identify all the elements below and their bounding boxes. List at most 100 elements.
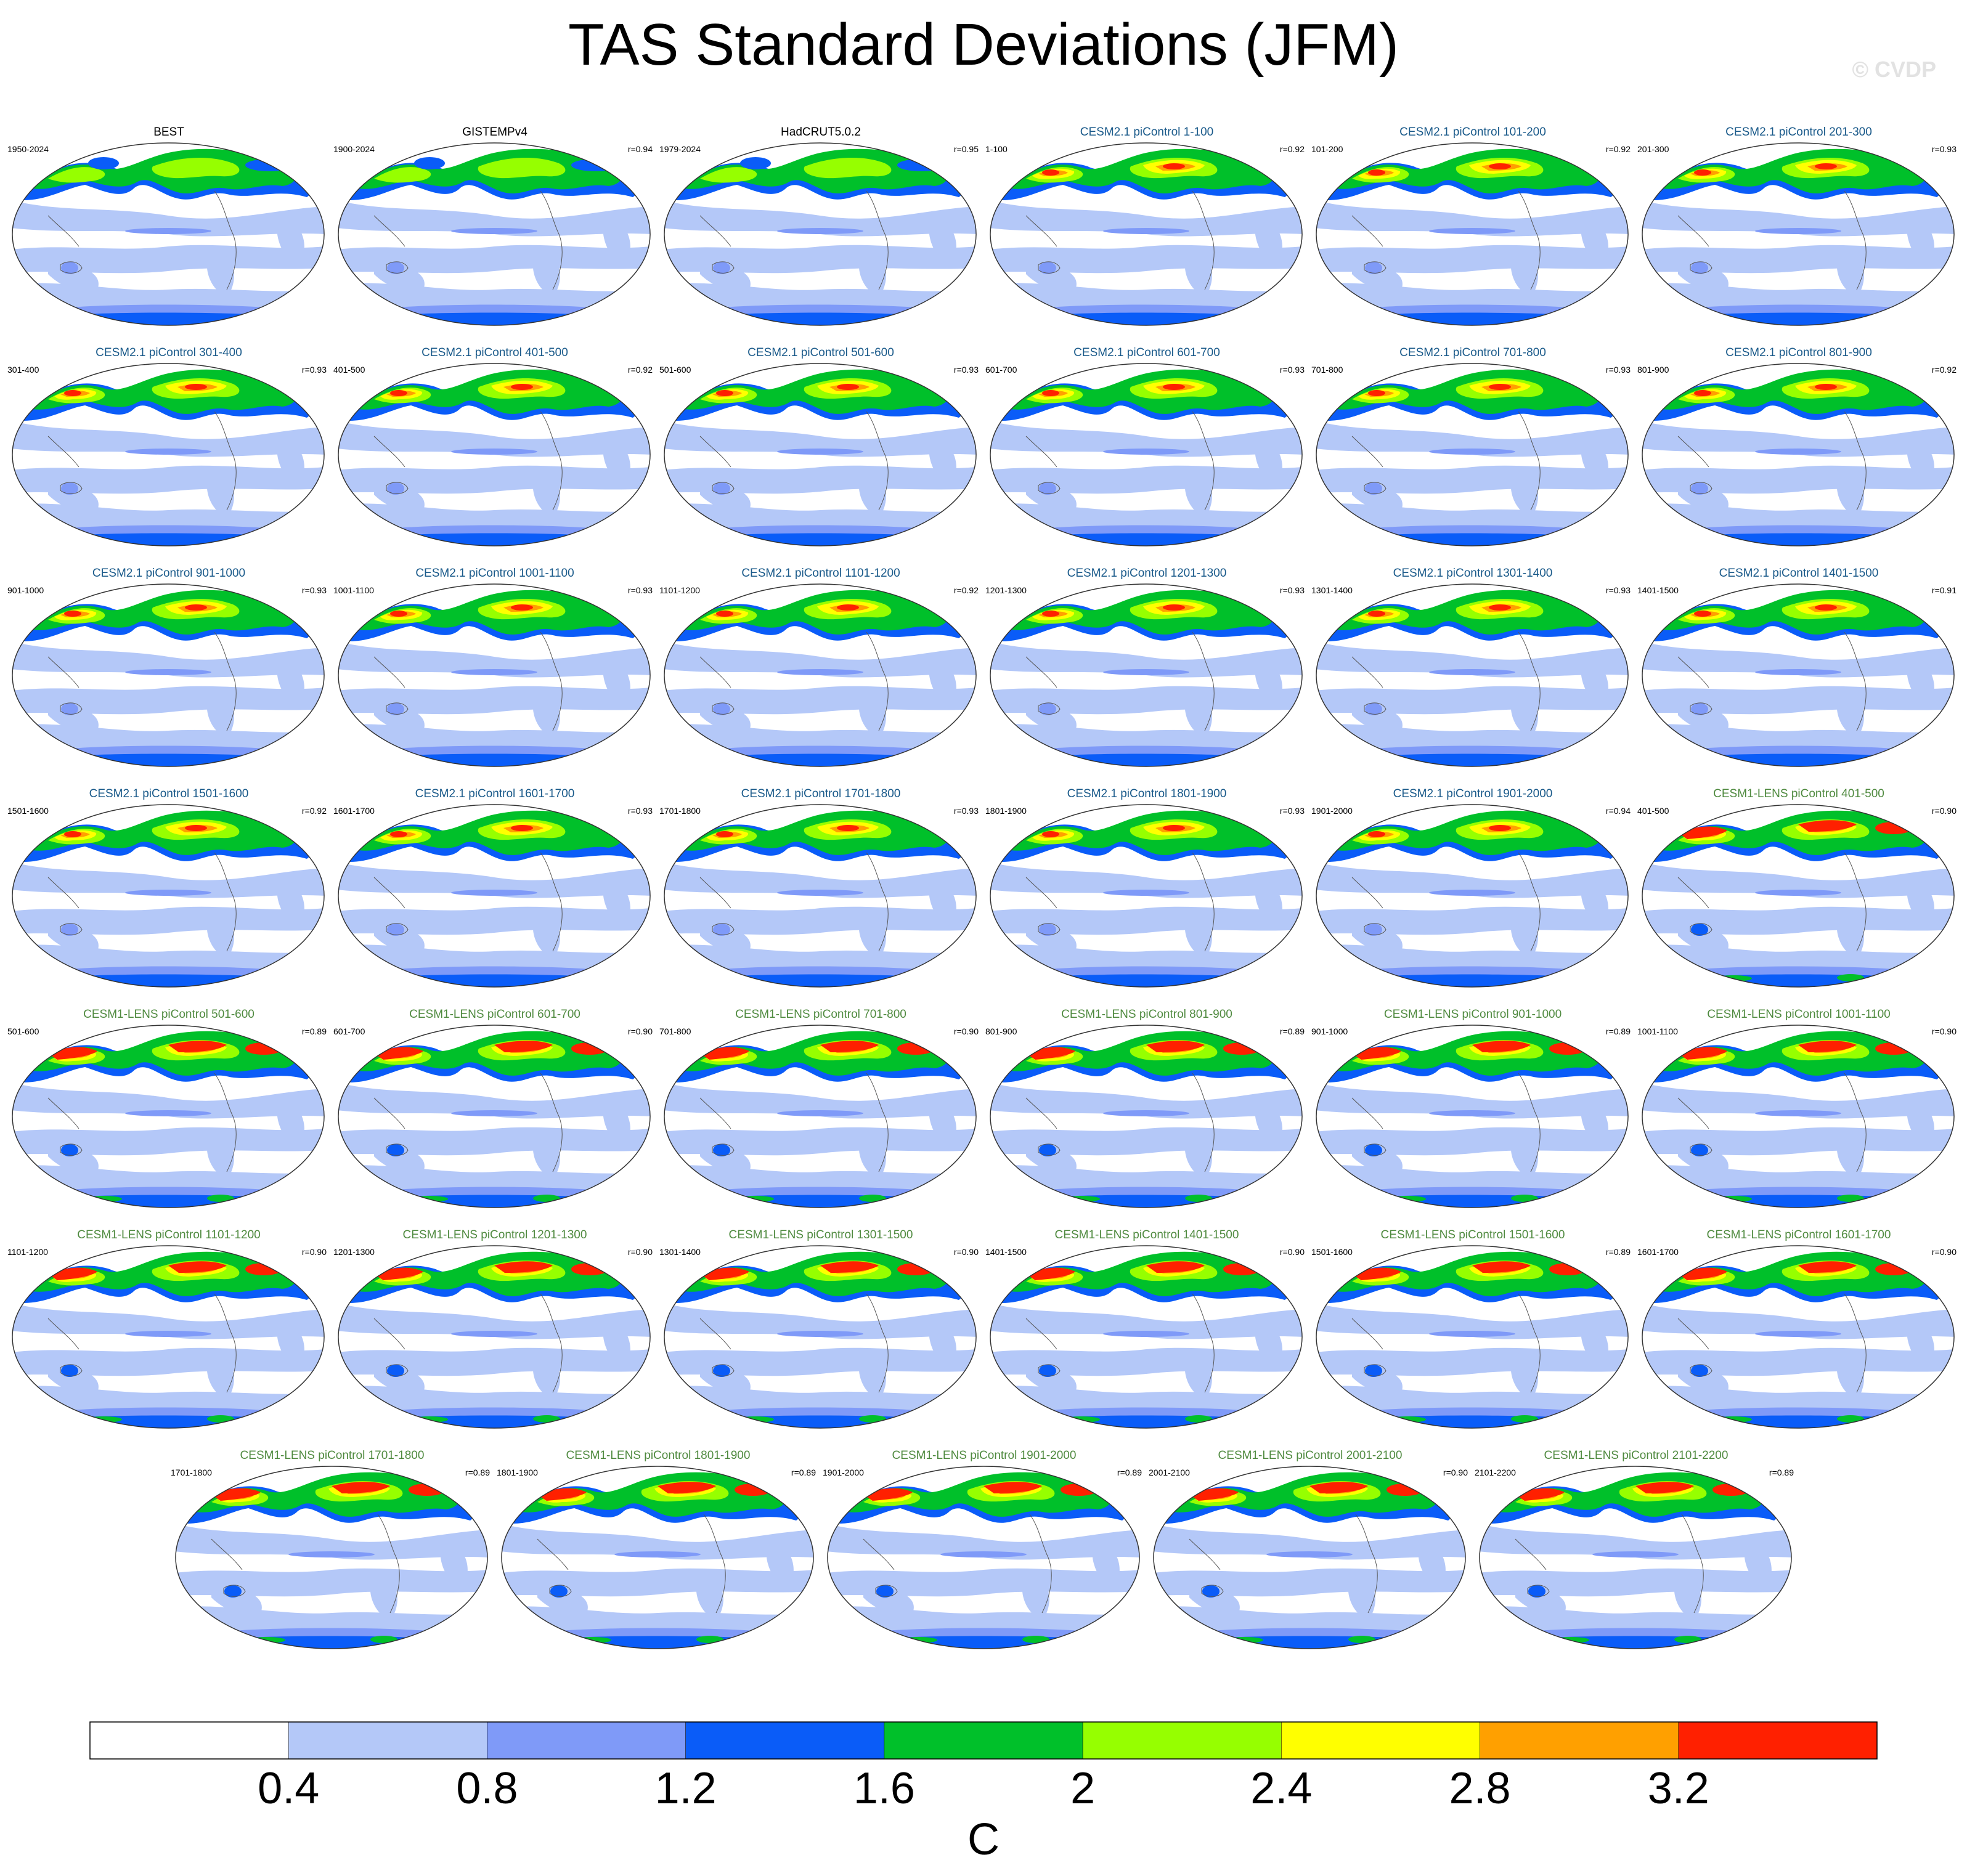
- panel-years: 1-100: [985, 144, 1008, 154]
- global-map: [501, 1466, 814, 1649]
- panel-title: CESM2.1 piControl 901-1000: [92, 567, 246, 580]
- colorbar-segment: [1480, 1721, 1679, 1760]
- map-panel: CESM2.1 piControl 1701-1800 1701-1800 r=0.…: [658, 787, 984, 1005]
- map-panel: CESM1-LENS piControl 1201-1300 1201-1300 r…: [332, 1228, 658, 1447]
- panel-pattern-correlation: r=0.92: [953, 585, 979, 595]
- global-map: [338, 142, 651, 326]
- panel-title: CESM1-LENS piControl 1601-1700: [1706, 1228, 1891, 1241]
- panel-years: 901-1000: [1311, 1026, 1348, 1036]
- panel-years: 601-700: [333, 1026, 365, 1036]
- colorbar-segment: [1678, 1721, 1878, 1760]
- colorbar-segment: [487, 1721, 686, 1760]
- panel-pattern-correlation: r=0.93: [1605, 585, 1631, 595]
- global-map: [1316, 804, 1629, 988]
- global-map: [664, 1245, 977, 1429]
- map-panel: CESM2.1 piControl 701-800 701-800 r=0.93: [1310, 346, 1635, 564]
- global-map: [338, 1245, 651, 1429]
- panel-title: CESM1-LENS piControl 1101-1200: [77, 1228, 261, 1241]
- global-map: [990, 363, 1303, 546]
- map-panel: CESM1-LENS piControl 701-800 701-800 r=0.9…: [658, 1008, 984, 1226]
- global-map: [12, 1245, 325, 1429]
- global-map: [12, 804, 325, 988]
- panel-title: CESM2.1 piControl 801-900: [1725, 346, 1872, 359]
- panel-years: 1701-1800: [171, 1468, 212, 1477]
- global-map: [990, 1245, 1303, 1429]
- panel-years: 1701-1800: [659, 806, 701, 816]
- panel-years: 501-600: [659, 365, 691, 375]
- panel-pattern-correlation: r=0.90: [1443, 1468, 1468, 1477]
- panel-title: CESM2.1 piControl 601-700: [1073, 346, 1220, 359]
- panel-pattern-correlation: r=0.90: [953, 1026, 979, 1036]
- panel-years: 1901-2000: [823, 1468, 864, 1477]
- panel-title: CESM1-LENS piControl 1201-1300: [402, 1228, 587, 1241]
- map-panel: CESM1-LENS piControl 901-1000 901-1000 r=0…: [1310, 1008, 1635, 1226]
- panel-years: 1101-1200: [7, 1247, 48, 1257]
- panel-title: CESM2.1 piControl 501-600: [747, 346, 894, 359]
- map-panel: GISTEMPv4 1900-2024 r=0.94: [332, 126, 658, 344]
- colorbar-segment: [288, 1721, 487, 1760]
- colorbar-tick-label: 1.6: [853, 1764, 915, 1813]
- global-map: [175, 1466, 488, 1649]
- panel-pattern-correlation: r=0.93: [627, 806, 653, 816]
- panel-years: 501-600: [7, 1026, 39, 1036]
- global-map: [1316, 583, 1629, 767]
- panel-pattern-correlation: r=0.91: [1931, 585, 1957, 595]
- panel-title: CESM2.1 piControl 101-200: [1399, 126, 1546, 139]
- map-panel: CESM2.1 piControl 501-600 501-600 r=0.93: [658, 346, 984, 564]
- global-map: [1642, 1025, 1955, 1208]
- panel-years: 1201-1300: [985, 585, 1027, 595]
- global-map: [1479, 1466, 1792, 1649]
- panel-pattern-correlation: r=0.93: [1279, 806, 1305, 816]
- panel-years: 401-500: [333, 365, 365, 375]
- map-panel: CESM2.1 piControl 1001-1100 1001-1100 r=0.…: [332, 567, 658, 785]
- panel-pattern-correlation: r=0.93: [1605, 365, 1631, 375]
- panel-title: CESM1-LENS piControl 1901-2000: [892, 1449, 1077, 1462]
- global-map: [664, 1025, 977, 1208]
- panel-pattern-correlation: r=0.89: [1605, 1247, 1631, 1257]
- map-panel: CESM2.1 piControl 301-400 301-400 r=0.93: [6, 346, 332, 564]
- global-map: [990, 804, 1303, 988]
- map-panel: CESM2.1 piControl 1501-1600 1501-1600 r=0.…: [6, 787, 332, 1005]
- panel-years: 1201-1300: [333, 1247, 375, 1257]
- panel-years: 801-900: [1637, 365, 1669, 375]
- panel-years: 301-400: [7, 365, 39, 375]
- colorbar-segment: [89, 1721, 289, 1760]
- colorbar-segment: [1281, 1721, 1480, 1760]
- panel-pattern-correlation: r=0.90: [1279, 1247, 1305, 1257]
- global-map: [1642, 1245, 1955, 1429]
- map-panel: CESM2.1 piControl 1201-1300 1201-1300 r=0.…: [984, 567, 1309, 785]
- panel-title: CESM2.1 piControl 1701-1800: [741, 787, 901, 800]
- panel-pattern-correlation: r=0.93: [627, 585, 653, 595]
- panel-title: CESM2.1 piControl 701-800: [1399, 346, 1546, 359]
- map-panel: CESM1-LENS piControl 1701-1800 1701-1800 r…: [169, 1449, 495, 1667]
- colorbar-tick-label: 2.8: [1449, 1764, 1511, 1813]
- panel-pattern-correlation: r=0.89: [1279, 1026, 1305, 1036]
- map-panel: CESM2.1 piControl 1901-2000 1901-2000 r=0.…: [1310, 787, 1635, 1005]
- panel-pattern-correlation: r=0.89: [465, 1468, 490, 1477]
- colorbar-tick-label: 0.4: [258, 1764, 320, 1813]
- global-map: [990, 1025, 1303, 1208]
- panel-years: 1601-1700: [1637, 1247, 1679, 1257]
- map-panel: HadCRUT5.0.2 1979-2024 r=0.95: [658, 126, 984, 344]
- panel-title: CESM2.1 piControl 1301-1400: [1393, 567, 1553, 580]
- map-panel: CESM2.1 piControl 801-900 801-900 r=0.92: [1636, 346, 1961, 564]
- panel-title: CESM2.1 piControl 1101-1200: [741, 567, 900, 580]
- global-map: [12, 583, 325, 767]
- map-panel: CESM1-LENS piControl 1501-1600 1501-1600 r…: [1310, 1228, 1635, 1447]
- panel-pattern-correlation: r=0.89: [1117, 1468, 1142, 1477]
- panel-title: CESM1-LENS piControl 1301-1500: [728, 1228, 913, 1241]
- panel-title: CESM2.1 piControl 401-500: [422, 346, 568, 359]
- panel-title: CESM1-LENS piControl 501-600: [83, 1008, 255, 1021]
- panel-pattern-correlation: r=0.89: [301, 1026, 327, 1036]
- panel-title: CESM2.1 piControl 201-300: [1725, 126, 1872, 139]
- map-panel: CESM1-LENS piControl 401-500 401-500 r=0.9…: [1636, 787, 1961, 1005]
- panel-pattern-correlation: r=0.93: [953, 806, 979, 816]
- map-panel: CESM1-LENS piControl 1401-1500 1401-1500 r…: [984, 1228, 1309, 1447]
- global-map: [664, 363, 977, 546]
- panel-pattern-correlation: r=0.93: [301, 365, 327, 375]
- panel-title: CESM2.1 piControl 301-400: [96, 346, 242, 359]
- panel-title: CESM2.1 piControl 1401-1500: [1719, 567, 1879, 580]
- panel-years: 1401-1500: [1637, 585, 1679, 595]
- panel-years: 1801-1900: [497, 1468, 538, 1477]
- map-panel: CESM1-LENS piControl 1001-1100 1001-1100 r…: [1636, 1008, 1961, 1226]
